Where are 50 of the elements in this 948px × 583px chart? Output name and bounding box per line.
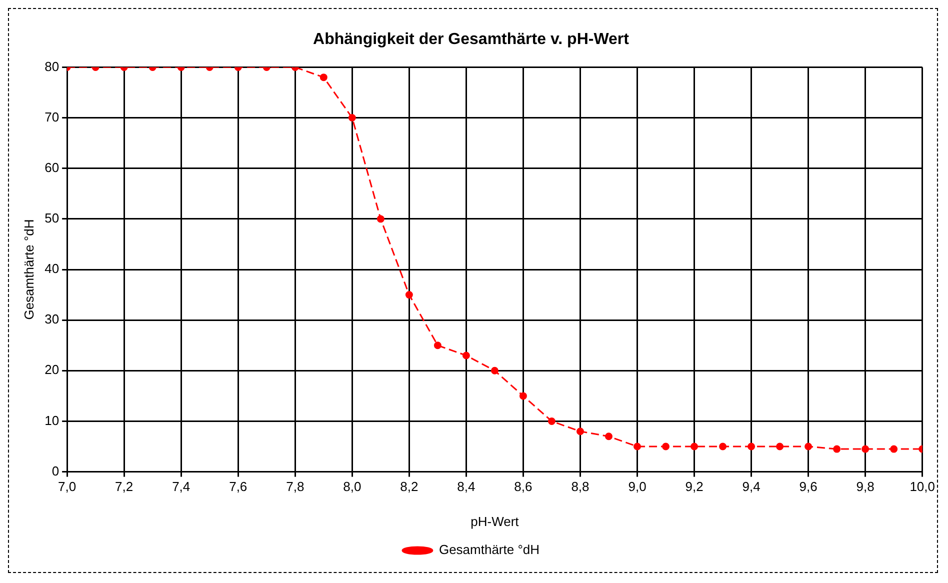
x-tick-label: 10,0 [910, 479, 936, 494]
x-tick-label: 8,6 [514, 479, 532, 494]
x-tick-label: 8,4 [457, 479, 476, 494]
x-tick-label: 8,2 [400, 479, 418, 494]
point [320, 74, 328, 82]
point [719, 442, 727, 450]
point [376, 215, 384, 223]
point [490, 366, 498, 374]
x-tick-label: 9,6 [799, 479, 818, 494]
point [662, 442, 670, 450]
y-tick-label: 30 [44, 312, 60, 327]
x-tick-label: 8,0 [343, 479, 362, 494]
y-axis-title: Gesamthärte °dH [21, 219, 36, 320]
y-tick-label: 20 [44, 362, 60, 378]
x-tick-label: 9,8 [856, 479, 874, 494]
x-tick-label: 7,6 [229, 479, 248, 494]
y-tick-label: 50 [44, 210, 60, 226]
y-tick-label: 80 [44, 58, 60, 74]
point [434, 342, 442, 350]
point [748, 442, 756, 450]
point [776, 442, 784, 450]
point [576, 428, 584, 436]
point [890, 445, 898, 453]
x-tick-label: 9,2 [685, 479, 704, 494]
chart-title: Abhängigkeit der Gesamthärte v. pH-Wert [313, 31, 630, 48]
legend-label: Gesamthärte °dH [438, 542, 540, 558]
y-tick-label: 10 [44, 412, 60, 428]
y-tick-label: 70 [44, 109, 60, 124]
point [634, 442, 642, 450]
x-tick-label: 7,0 [58, 479, 76, 494]
x-tick-label: 8,8 [571, 479, 590, 494]
point [348, 114, 356, 122]
point [604, 432, 612, 440]
x-axis-title: pH-Wert [470, 514, 520, 529]
y-tick-label: 60 [44, 160, 60, 175]
y-tick-label: 0 [52, 463, 60, 478]
point [548, 417, 556, 425]
point [462, 352, 470, 360]
point [804, 442, 812, 450]
x-tick-label: 7,8 [286, 479, 304, 494]
y-tick-label: 40 [44, 261, 60, 276]
point [690, 442, 698, 450]
point [833, 445, 841, 453]
point [405, 291, 413, 299]
x-tick-label: 7,4 [172, 479, 190, 494]
x-tick-label: 9,0 [628, 479, 646, 494]
point [519, 392, 527, 400]
x-tick-label: 9,4 [742, 479, 760, 494]
x-tick-label: 7,2 [115, 479, 134, 494]
point [862, 445, 870, 453]
